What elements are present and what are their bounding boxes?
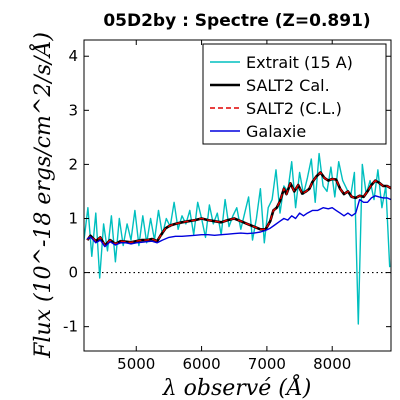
ticks-layer: 5000 6000 7000 8000 4 3 2 1 0 -1 xyxy=(63,40,391,373)
x-axis-label: λ observé (Å) xyxy=(162,373,312,400)
y-tick-label: 2 xyxy=(68,155,78,173)
series-line-1 xyxy=(84,152,391,325)
legend-box xyxy=(202,43,387,145)
legend: Extrait (15 A) SALT2 Cal. SALT2 (C.L.) Gala… xyxy=(202,43,387,145)
legend-label-4: Galaxie xyxy=(246,122,306,141)
legend-label-2: SALT2 Cal. xyxy=(246,76,330,95)
y-tick-label: 1 xyxy=(68,209,78,227)
series-layer xyxy=(84,152,391,325)
x-tick-label: 8000 xyxy=(313,355,351,373)
plot-frame xyxy=(83,39,392,352)
chart-title: 05D2by : Spectre (Z=0.891) xyxy=(103,11,370,31)
y-tick-label: 4 xyxy=(68,47,78,65)
y-tick-label: 3 xyxy=(68,101,78,119)
x-tick-label: 7000 xyxy=(248,355,286,373)
x-tick-label: 5000 xyxy=(117,355,155,373)
series-line-4 xyxy=(86,195,391,248)
y-axis-label: Flux (10^-18 ergs/cm^2/s/Å) xyxy=(28,32,56,359)
y-tick-label: -1 xyxy=(63,318,78,336)
x-tick-label: 6000 xyxy=(182,355,220,373)
legend-label-3: SALT2 (C.L.) xyxy=(246,99,342,118)
y-tick-label: 0 xyxy=(68,264,78,282)
series-line-2 xyxy=(86,171,391,247)
series-line-3 xyxy=(86,171,391,247)
legend-label-1: Extrait (15 A) xyxy=(246,53,353,72)
